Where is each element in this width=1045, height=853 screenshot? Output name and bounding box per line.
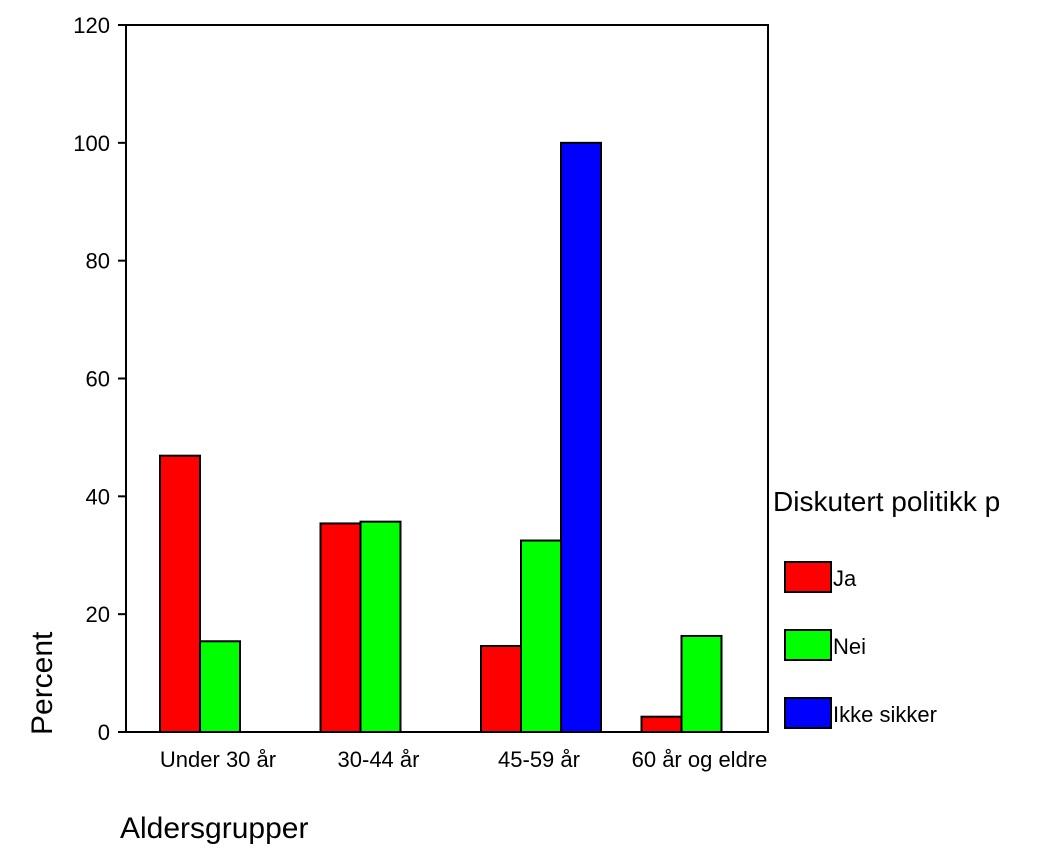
- x-tick-label: 45-59 år: [498, 747, 580, 772]
- plot-frame: [125, 24, 769, 733]
- legend-label-nei: Nei: [833, 634, 866, 659]
- x-axis-title: Aldersgrupper: [120, 812, 308, 845]
- legend-swatch-ja: [784, 561, 832, 593]
- legend-swatch-nei: [784, 629, 832, 661]
- bar-ja-2: [480, 644, 522, 734]
- y-tick-label: 60: [86, 367, 110, 392]
- y-tick-label: 80: [86, 249, 110, 274]
- legend-label-ja: Ja: [833, 566, 857, 591]
- bars-group: [159, 141, 762, 734]
- y-axis-title: Percent: [26, 631, 59, 735]
- y-tick-label: 40: [86, 484, 110, 509]
- bar-nei-2: [520, 539, 562, 733]
- legend-title: Diskutert politikk p: [773, 486, 1000, 517]
- x-axis-tick-labels: Under 30 år 30-44 år 45-59 år 60 år og eldr…: [160, 747, 767, 772]
- y-tick-label: 100: [73, 131, 110, 156]
- x-tick-label: Under 30 år: [160, 747, 276, 772]
- y-tick-label: 20: [86, 602, 110, 627]
- y-axis-ticks: 0 20 40 60 80 100 120: [73, 13, 126, 745]
- bar-nei-3: [680, 634, 723, 733]
- bar-ja-0: [159, 454, 201, 733]
- legend: Ja Nei Ikke sikker: [784, 561, 937, 729]
- legend-label-ikke-sikker: Ikke sikker: [833, 702, 937, 727]
- y-tick-label: 120: [73, 13, 110, 38]
- bar-nei-1: [359, 520, 402, 733]
- y-tick-label: 0: [98, 720, 110, 745]
- bar-ja-3: [640, 715, 683, 733]
- x-tick-label: 60 år og eldre: [632, 747, 768, 772]
- bar-ikke-sikker-2: [560, 141, 602, 734]
- bar-nei-0: [199, 640, 241, 733]
- x-tick-label: 30-44 år: [338, 747, 420, 772]
- bar-ja-1: [319, 522, 362, 733]
- legend-swatch-ikke-sikker: [784, 697, 832, 729]
